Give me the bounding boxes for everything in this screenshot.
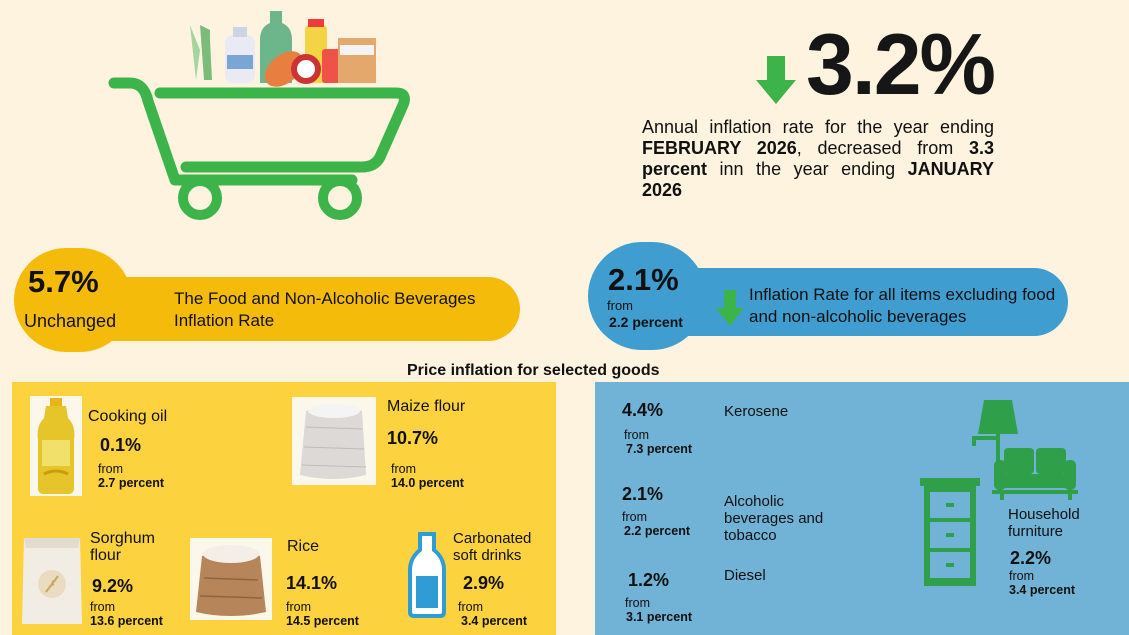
rice-name: Rice <box>287 538 320 555</box>
cooking-oil-from: from <box>98 462 123 476</box>
sorghum-flour-previous: 13.6 percent <box>90 614 163 628</box>
maize-flour-name: Maize flour <box>387 398 466 415</box>
rice-value: 14.1% <box>286 573 338 593</box>
kerosene-name: Kerosene <box>724 403 789 420</box>
headline-desc-text: inn the year ending <box>707 159 908 179</box>
diesel-from: from <box>625 596 650 610</box>
kerosene-previous: 7.3 percent <box>626 442 693 456</box>
soft-drinks-value: 2.9% <box>463 573 505 593</box>
section-title: Price inflation for selected goods <box>407 362 660 379</box>
nonfood-previous-value: 2.2 percent <box>609 314 683 330</box>
rice-from: from <box>286 600 311 614</box>
maize-flour-from: from <box>391 462 416 476</box>
soft-drinks-name: Carbonated soft drinks <box>453 530 532 564</box>
alcohol-from: from <box>622 510 647 524</box>
household-furniture-icon <box>920 400 1078 586</box>
sorghum-flour-bag-icon <box>22 538 82 624</box>
nonfood-inflation-label: Inflation Rate for all items excluding f… <box>749 285 1056 326</box>
cooking-oil-value: 0.1% <box>100 435 142 455</box>
alcohol-value: 2.1% <box>622 484 664 504</box>
furniture-previous: 3.4 percent <box>1009 583 1076 597</box>
nonfood-from-label: from <box>607 298 633 313</box>
alcohol-name: Alcoholic beverages and tobacco <box>724 493 824 544</box>
kerosene-from: from <box>624 428 649 442</box>
cooking-oil-previous: 2.7 percent <box>98 476 165 490</box>
food-inflation-note: Unchanged <box>24 311 117 331</box>
food-inflation-label: The Food and Non-Alcoholic Beverages Inf… <box>174 289 476 330</box>
soft-drinks-previous: 3.4 percent <box>461 614 528 628</box>
headline-previous-period: JANUARY 2026 <box>642 159 994 200</box>
kerosene-value: 4.4% <box>622 400 664 420</box>
maize-flour-previous: 14.0 percent <box>391 476 464 490</box>
rice-previous: 14.5 percent <box>286 614 359 628</box>
diesel-name: Diesel <box>724 567 766 584</box>
headline-inflation-value: 3.2% <box>806 17 996 113</box>
cooking-oil-bottle-icon <box>30 396 82 496</box>
maize-flour-sack-icon <box>292 397 376 485</box>
headline-description: Annual inflation rate for the year endin… <box>642 117 994 201</box>
nonfood-items-panel <box>595 382 1129 635</box>
sorghum-flour-name: Sorghum flour <box>90 530 155 564</box>
food-inflation-value: 5.7% <box>28 264 99 299</box>
diesel-value: 1.2% <box>628 570 670 590</box>
shopping-cart-icon <box>108 11 410 220</box>
food-items-panel <box>12 382 556 635</box>
nonfood-inflation-value: 2.1% <box>608 262 679 297</box>
soft-drinks-from: from <box>458 600 483 614</box>
soft-drink-bottle-icon <box>408 532 446 618</box>
arrow-down-icon <box>716 290 744 326</box>
nonfood-inflation-banner <box>640 268 1068 336</box>
sorghum-flour-value: 9.2% <box>92 576 134 596</box>
headline-desc-text: Annual inflation rate for the year endin… <box>642 117 994 137</box>
furniture-from: from <box>1009 569 1034 583</box>
sorghum-flour-from: from <box>90 600 115 614</box>
cooking-oil-name: Cooking oil <box>88 408 168 425</box>
nonfood-inflation-badge <box>588 242 706 350</box>
furniture-name: Household furniture <box>1008 506 1080 540</box>
rice-sack-icon <box>190 538 272 620</box>
headline-current-period: FEBRUARY 2026 <box>642 138 797 158</box>
alcohol-previous: 2.2 percent <box>624 524 691 538</box>
food-inflation-badge <box>14 248 132 352</box>
maize-flour-value: 10.7% <box>387 428 439 448</box>
diesel-previous: 3.1 percent <box>626 610 693 624</box>
headline-previous-value: 3.3 percent <box>642 138 994 179</box>
headline-desc-text: , decreased from <box>796 138 969 158</box>
arrow-down-icon <box>756 56 796 104</box>
furniture-value: 2.2% <box>1010 548 1052 568</box>
